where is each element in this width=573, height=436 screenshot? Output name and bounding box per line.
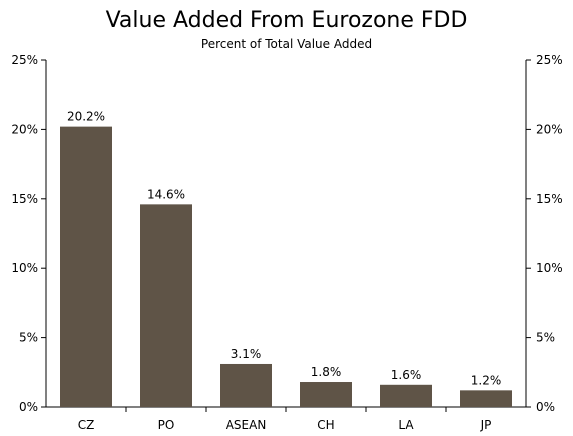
bar-po	[140, 204, 192, 407]
data-label-la: 1.6%	[391, 368, 422, 382]
y-tick-label-right: 10%	[536, 261, 563, 275]
x-tick-label-la: LA	[398, 418, 414, 432]
data-label-asean: 3.1%	[231, 347, 262, 361]
chart-title: Value Added From Eurozone FDD	[105, 8, 468, 33]
bar-ch	[300, 382, 352, 407]
y-tick-label-left: 10%	[11, 261, 38, 275]
data-label-cz: 20.2%	[67, 110, 105, 124]
y-tick-label-right: 15%	[536, 192, 563, 206]
chart-subtitle: Percent of Total Value Added	[200, 37, 373, 51]
data-label-po: 14.6%	[147, 187, 185, 201]
y-tick-label-left: 5%	[19, 331, 38, 345]
y-tick-label-right: 20%	[536, 122, 563, 136]
x-tick-label-ch: CH	[317, 418, 334, 432]
bar-asean	[220, 363, 272, 407]
x-tick-label-jp: JP	[480, 418, 492, 432]
y-tick-label-right: 5%	[536, 331, 555, 345]
x-tick-label-asean: ASEAN	[226, 418, 267, 432]
y-tick-label-right: 0%	[536, 400, 555, 414]
bar-cz	[60, 126, 112, 408]
y-tick-label-left: 20%	[11, 122, 38, 136]
y-tick-label-left: 25%	[11, 53, 38, 67]
x-tick-label-po: PO	[158, 418, 175, 432]
bar-jp	[460, 390, 512, 407]
x-tick-label-cz: CZ	[78, 418, 95, 432]
y-tick-label-right: 25%	[536, 53, 563, 67]
data-label-jp: 1.2%	[471, 373, 502, 387]
bar-la	[380, 384, 432, 407]
y-tick-label-left: 0%	[19, 400, 38, 414]
y-tick-label-left: 15%	[11, 192, 38, 206]
data-label-ch: 1.8%	[311, 365, 342, 379]
